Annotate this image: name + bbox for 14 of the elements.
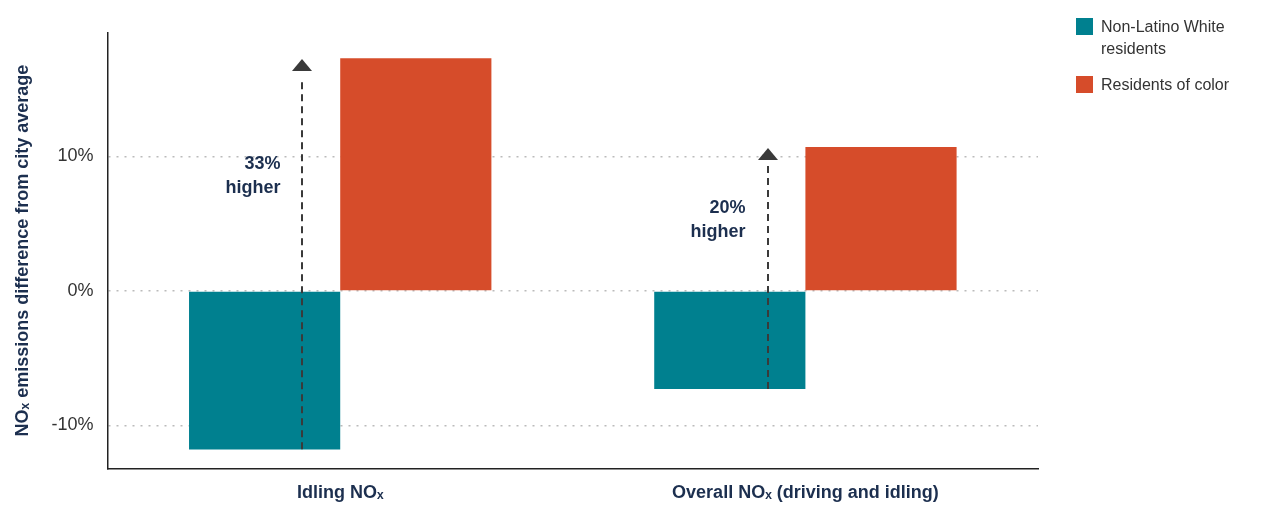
x-tick-label: Idling NOₓ [296, 482, 384, 503]
legend-label: Non-Latino White residents [1101, 17, 1226, 59]
x-tick-label: Overall NOₓ (driving and idling) [672, 482, 939, 503]
y-tick-label: 10% [57, 145, 94, 166]
y-axis-title: NOₓ emissions difference from city average [11, 64, 32, 437]
y-tick-label: 0% [67, 279, 94, 300]
annotation: 33% higher [225, 152, 281, 197]
legend-label: Residents of color [1101, 75, 1230, 95]
y-tick-label: -10% [51, 414, 94, 435]
bar [340, 58, 492, 291]
annotation: 20% higher [690, 196, 746, 241]
bar [805, 147, 957, 291]
bar [189, 291, 341, 450]
bar [654, 291, 806, 390]
